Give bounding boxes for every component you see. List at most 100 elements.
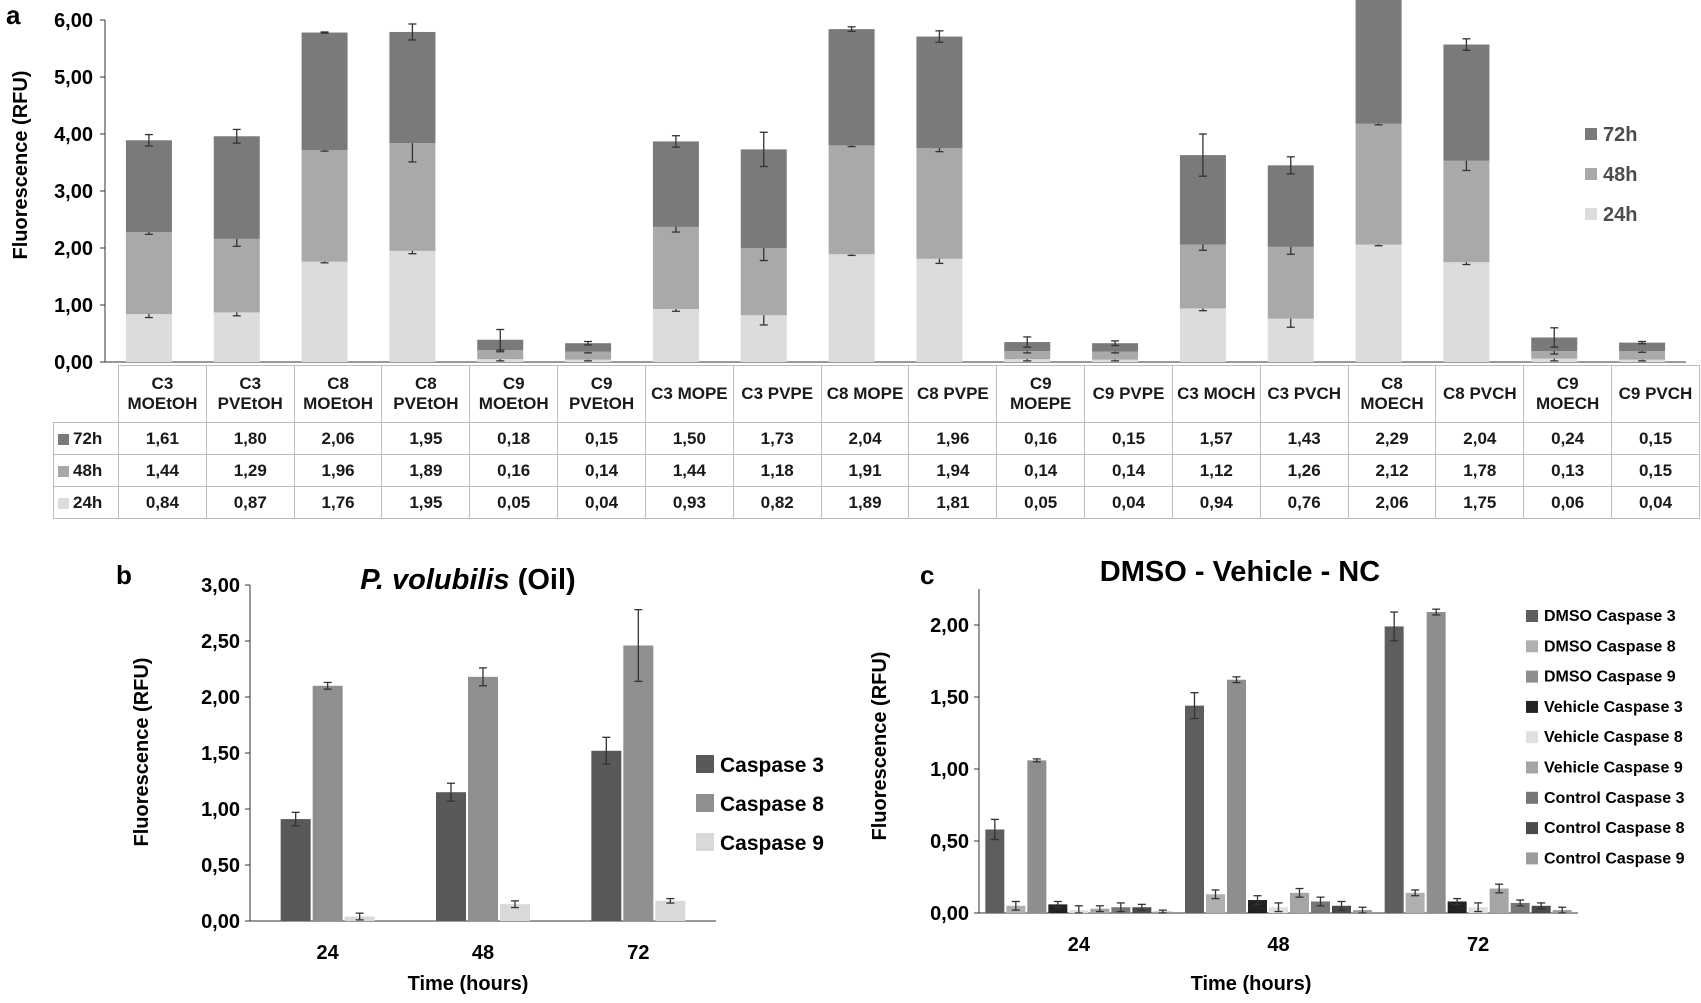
panel-c-y-label: Fluorescence (RFU) [869, 652, 891, 841]
table-corner [53, 365, 119, 423]
table-cell: 0,04 [1611, 486, 1700, 519]
panel-c-legend-label: DMSO Caspase 3 [1544, 608, 1676, 625]
panel-c-bar-control-caspase-3 [1311, 901, 1330, 913]
table-row-label: 72h [53, 422, 119, 455]
panel-a-y-tick-label: 2,00 [54, 238, 93, 260]
panel-c-legend-swatch [1526, 822, 1538, 835]
table-column-header-line: C9 [590, 374, 613, 393]
panel-a-legend-label: 48h [1603, 164, 1637, 186]
panel-b-bar-caspase-3 [591, 750, 622, 921]
panel-c-y-tick-label: 2,00 [930, 615, 969, 637]
panel-a-bar-72h [1355, 0, 1402, 124]
panel-a-bar-48h [1092, 351, 1139, 360]
table-column-header: C3 PVEtOH [205, 365, 295, 423]
table-cell: 2,06 [293, 422, 383, 455]
table-column-header: C8 MOEtOH [293, 365, 383, 423]
table-column-header-line: MOECH [1536, 394, 1600, 413]
panel-a-bar-72h [652, 141, 699, 227]
panel-a-bar-24h [301, 261, 348, 362]
panel-a-bar-72h [1092, 343, 1139, 352]
panel-c-y-tick-label: 0,50 [930, 831, 969, 853]
table-cell: 2,04 [820, 422, 910, 455]
table-cell: 1,95 [381, 486, 471, 519]
table-column-header: C3 MOCH [1171, 365, 1261, 423]
panel-a-y-label: Fluorescence (RFU) [10, 71, 32, 260]
panel-c-bar-vehicle-caspase-3 [1248, 900, 1267, 913]
table-cell: 1,96 [908, 422, 998, 455]
table-cell: 0,16 [469, 454, 559, 487]
table-cell: 0,14 [1084, 454, 1173, 487]
panel-b-bar-caspase-8 [468, 676, 498, 921]
panel-c-x-tick-label: 72 [1467, 934, 1489, 956]
panel-c-x-tick-label: 48 [1267, 934, 1289, 956]
panel-c-legend-swatch [1526, 640, 1538, 653]
panel-b-title-italic: P. volubilis [360, 564, 509, 596]
panel-b-bar-caspase-8 [623, 645, 654, 921]
panel-b-legend-swatch [696, 755, 714, 773]
table-column-header: C9 MOEPE [996, 365, 1086, 423]
panel-c-legend-label: Vehicle Caspase 9 [1544, 760, 1683, 777]
table-cell: 0,13 [1523, 454, 1613, 487]
panel-b-plot: 0,00 0,50 1,00 1,50 2,00 2,50 3,00 24 48 72 [201, 575, 716, 964]
table-column-header: C9 PVPE [1084, 365, 1173, 423]
table-cell: 1,50 [644, 422, 734, 455]
table-row: 48h 1,44 1,29 1,96 1,89 0,16 0,14 1,44 1,18 1,91 1… [53, 454, 1700, 487]
panel-a-y-tick-label: 1,00 [54, 295, 93, 317]
panel-a-bar-48h [1355, 123, 1402, 245]
panel-a-bar-48h [828, 145, 875, 255]
table-cell: 0,06 [1523, 486, 1613, 519]
panel-c-bar-dmso-caspase-9 [1027, 760, 1047, 913]
panel-a-bar-24h [1355, 244, 1402, 362]
table-row-swatch [58, 465, 69, 477]
table-cell: 0,84 [118, 486, 207, 519]
panel-a-legend-label: 72h [1603, 124, 1637, 146]
panel-a-bar-48h [916, 148, 963, 259]
panel-b-y-tick-label: 3,00 [201, 575, 240, 597]
table-column-header-line: PVEtOH [568, 394, 635, 413]
table-column-header-line: MOEPE [1009, 394, 1072, 413]
table-cell: 0,18 [469, 422, 559, 455]
table-column-header-line: C8 PVPE [916, 384, 989, 403]
panel-b-bar-caspase-9 [655, 900, 686, 921]
table-column-header: C3 MOEtOH [118, 365, 207, 423]
panel-c-legend-swatch [1526, 670, 1538, 683]
table-column-header-line: C8 MOPE [826, 384, 904, 403]
panel-a-bar-24h [828, 254, 875, 362]
table-cell: 1,94 [908, 454, 998, 487]
table-cell: 2,06 [1347, 486, 1437, 519]
panel-a-bar-72h [1267, 165, 1314, 247]
table-cell: 1,96 [293, 454, 383, 487]
table-cell: 1,26 [1259, 454, 1349, 487]
panel-a-y-tick-label: 5,00 [54, 67, 93, 89]
panel-c-bar-dmso-caspase-8 [1206, 894, 1225, 913]
panel-c-legend-swatch [1526, 700, 1538, 713]
table-cell: 0,93 [644, 486, 734, 519]
table-cell: 0,04 [557, 486, 646, 519]
table-cell: 0,15 [557, 422, 646, 455]
table-cell: 0,15 [1611, 454, 1700, 487]
table-column-header: C3 PVPE [732, 365, 822, 423]
table-column-header: C3 PVCH [1259, 365, 1349, 423]
panel-c-legend-label: Vehicle Caspase 3 [1544, 699, 1683, 716]
table-cell: 1,76 [293, 486, 383, 519]
panel-a-legend-swatch-72h [1585, 128, 1597, 140]
panel-a-bar-72h [1619, 342, 1666, 352]
panel-a-bar-72h [301, 32, 348, 150]
table-column-header-line: C3 PVCH [1267, 384, 1342, 403]
panel-b-y-tick-label: 0,00 [201, 911, 240, 933]
panel-b-bar-caspase-3 [280, 819, 311, 921]
panel-a-legend-swatch-48h [1585, 168, 1597, 180]
panel-c-legend-swatch [1526, 731, 1538, 744]
table-column-header-line: C9 PVCH [1618, 384, 1693, 403]
panel-b-y-tick-label: 1,50 [201, 743, 240, 765]
table-column-header-line: C9 [502, 374, 525, 393]
panel-a-bar-24h [125, 314, 172, 362]
panel-a-bar-48h [1531, 351, 1578, 359]
panel-a-bar-48h [1004, 351, 1051, 360]
panel-a-bar-24h [652, 308, 699, 362]
table-column-header: C8 PVPE [908, 365, 998, 423]
panel-c-bar-vehicle-caspase-9 [1489, 888, 1509, 913]
panel-c-bar-dmso-caspase-3 [1185, 705, 1204, 913]
table-column-header-line: PVEtOH [217, 394, 283, 413]
panel-a-bar-72h [1443, 44, 1490, 161]
